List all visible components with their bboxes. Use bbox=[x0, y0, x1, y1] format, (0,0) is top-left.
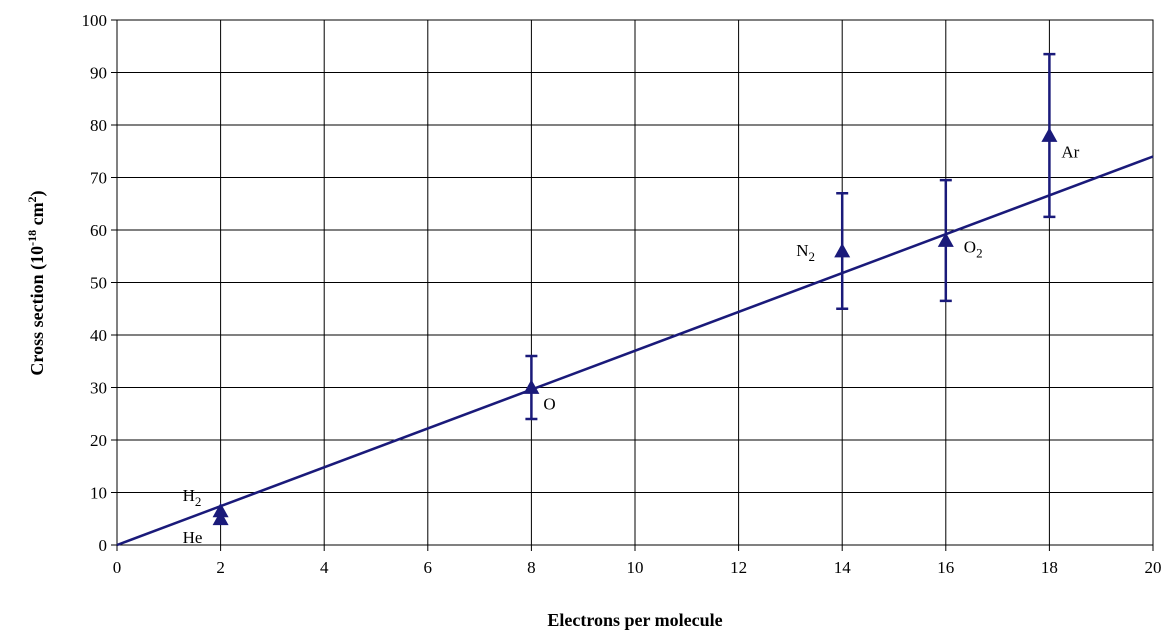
y-axis-title-unit: cm bbox=[27, 202, 47, 229]
point-label: N2 bbox=[796, 241, 815, 264]
y-axis-title-close: ) bbox=[27, 190, 48, 196]
point-label-main: H bbox=[183, 486, 195, 505]
point-label: H2 bbox=[183, 486, 202, 509]
point-label: O2 bbox=[964, 238, 983, 261]
data-point-marker bbox=[212, 502, 229, 518]
x-tick-label: 6 bbox=[424, 558, 433, 577]
y-axis-ticks: 0 10 20 30 40 50 60 70 80 90 100 bbox=[82, 11, 108, 555]
y-tick-label: 100 bbox=[82, 11, 108, 30]
x-tick-label: 16 bbox=[937, 558, 954, 577]
point-label-subscript: 2 bbox=[195, 494, 202, 509]
fit-line-group bbox=[116, 155, 1154, 547]
y-tick-label: 70 bbox=[90, 169, 107, 188]
x-axis-ticks: 0 2 4 6 8 10 12 14 16 18 20 bbox=[113, 558, 1162, 577]
grid bbox=[111, 19, 1154, 551]
x-axis-title: Electrons per molecule bbox=[547, 610, 722, 630]
x-tick-label: 10 bbox=[627, 558, 644, 577]
plot-frame bbox=[116, 19, 1154, 546]
x-tick-label: 8 bbox=[527, 558, 536, 577]
x-tick-label: 18 bbox=[1041, 558, 1058, 577]
data-point-marker bbox=[937, 232, 954, 247]
data-point-marker bbox=[523, 379, 540, 394]
x-tick-label: 12 bbox=[730, 558, 747, 577]
x-tick-label: 0 bbox=[113, 558, 122, 577]
y-tick-label: 40 bbox=[90, 326, 107, 345]
x-tick-label: 4 bbox=[320, 558, 329, 577]
point-label-main: O bbox=[543, 395, 555, 414]
point-label-main: N bbox=[796, 241, 808, 260]
fit-line bbox=[116, 155, 1154, 547]
point-label-main: O bbox=[964, 238, 976, 257]
y-tick-label: 90 bbox=[90, 64, 107, 83]
point-label-subscript: 2 bbox=[976, 246, 983, 261]
point-label: Ar bbox=[1061, 143, 1079, 162]
y-tick-label: 30 bbox=[90, 379, 107, 398]
y-tick-label: 10 bbox=[90, 484, 107, 503]
y-tick-label: 0 bbox=[99, 536, 108, 555]
y-axis-title-main: Cross section (10 bbox=[27, 246, 48, 376]
point-label: He bbox=[183, 528, 203, 547]
data-point-marker bbox=[834, 243, 851, 258]
point-label: O bbox=[543, 395, 555, 414]
y-tick-label: 80 bbox=[90, 116, 107, 135]
point-label-main: Ar bbox=[1061, 143, 1079, 162]
y-axis-title: Cross section (10-18 cm2) bbox=[25, 190, 48, 375]
y-tick-label: 50 bbox=[90, 274, 107, 293]
point-label-main: He bbox=[183, 528, 203, 547]
y-tick-label: 60 bbox=[90, 221, 107, 240]
data-point-marker bbox=[1041, 127, 1058, 142]
y-axis-title-unit-exp: 2 bbox=[25, 196, 39, 202]
x-tick-label: 20 bbox=[1145, 558, 1162, 577]
data-point-marker bbox=[212, 510, 229, 526]
x-tick-label: 2 bbox=[216, 558, 225, 577]
y-axis-title-exp: -18 bbox=[25, 230, 39, 246]
y-tick-label: 20 bbox=[90, 431, 107, 450]
x-tick-label: 14 bbox=[834, 558, 852, 577]
data-points bbox=[212, 52, 1058, 526]
point-label-subscript: 2 bbox=[808, 249, 815, 264]
